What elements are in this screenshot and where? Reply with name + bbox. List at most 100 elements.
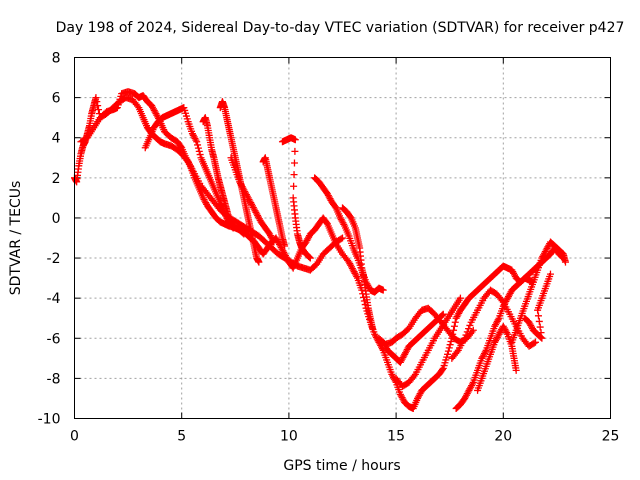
- data-point: [337, 235, 345, 243]
- data-series: [379, 310, 447, 366]
- data-point: [534, 312, 542, 320]
- y-tick-label: -4: [47, 291, 61, 307]
- data-series: [278, 134, 314, 262]
- data-point: [240, 230, 248, 238]
- data-point: [538, 334, 546, 342]
- data-point: [498, 297, 506, 305]
- data-point: [461, 334, 469, 342]
- data-point: [466, 321, 474, 329]
- data-series: [311, 174, 387, 296]
- data-point: [503, 329, 511, 337]
- data-point: [537, 329, 545, 337]
- data-series: [474, 322, 520, 394]
- data-series: [452, 274, 537, 412]
- data-point: [453, 348, 461, 356]
- x-tick-label: 10: [280, 429, 298, 445]
- data-point: [193, 138, 201, 146]
- data-point: [530, 339, 538, 347]
- y-tick-label: 2: [52, 171, 61, 187]
- data-point: [450, 322, 458, 330]
- y-tick-label: -8: [47, 371, 61, 387]
- data-point: [196, 151, 204, 159]
- data-point: [531, 338, 539, 346]
- data-point: [379, 286, 387, 294]
- data-point: [290, 171, 298, 179]
- data-point: [229, 224, 237, 232]
- data-point: [494, 316, 502, 324]
- data-point: [445, 344, 453, 352]
- data-point: [281, 242, 289, 250]
- data-point: [194, 144, 202, 152]
- y-tick-label: 4: [52, 131, 61, 147]
- data-series: [508, 238, 569, 346]
- data-point: [306, 254, 314, 262]
- y-tick-label: 6: [52, 91, 61, 107]
- data-series: [71, 88, 567, 412]
- data-series: [339, 204, 377, 332]
- data-point: [462, 331, 470, 339]
- data-point: [192, 136, 200, 144]
- data-point: [561, 258, 569, 266]
- x-tick-label: 15: [387, 429, 405, 445]
- data-point: [94, 102, 102, 110]
- data-point: [95, 106, 103, 114]
- data-point: [468, 380, 476, 388]
- y-tick-label: 8: [52, 51, 61, 67]
- data-series: [448, 286, 539, 362]
- data-point: [463, 328, 471, 336]
- x-tick-label: 20: [494, 429, 512, 445]
- data-point: [438, 311, 446, 319]
- data-point: [444, 350, 452, 358]
- data-point: [353, 273, 361, 281]
- chart-title: Day 198 of 2024, Sidereal Day-to-day VTE…: [56, 20, 625, 36]
- y-tick-label: -6: [47, 331, 61, 347]
- data-series: [259, 154, 289, 250]
- y-tick-label: -10: [38, 412, 61, 428]
- data-point: [481, 348, 489, 356]
- data-point: [451, 318, 459, 326]
- x-tick-label: 5: [177, 429, 186, 445]
- data-point: [446, 341, 454, 349]
- data-point: [194, 141, 202, 149]
- data-point: [269, 236, 277, 244]
- y-tick-label: 0: [52, 211, 61, 227]
- data-point: [134, 102, 142, 110]
- data-point: [92, 94, 100, 102]
- data-point: [410, 372, 418, 380]
- data-point: [456, 294, 464, 302]
- data-point: [291, 147, 299, 155]
- data-series: [392, 294, 464, 390]
- data-point: [183, 156, 191, 164]
- data-series: [227, 154, 278, 246]
- y-tick-label: -2: [47, 251, 61, 267]
- data-point: [239, 229, 247, 237]
- data-point: [465, 325, 473, 333]
- x-tick-label: 0: [70, 429, 79, 445]
- data-point: [290, 182, 298, 190]
- x-tick-label: 25: [602, 429, 620, 445]
- data-point: [93, 98, 101, 106]
- data-point: [469, 326, 477, 334]
- data-point: [444, 347, 452, 355]
- data-point: [270, 238, 278, 246]
- data-point: [255, 258, 263, 266]
- data-point: [369, 324, 377, 332]
- data-point: [535, 317, 543, 325]
- data-point: [536, 323, 544, 331]
- x-axis-label: GPS time / hours: [283, 458, 400, 474]
- data-point: [439, 310, 447, 318]
- data-points: [71, 88, 569, 412]
- data-point: [450, 326, 458, 334]
- y-axis-label: SDTVAR / TECUs: [8, 181, 24, 296]
- data-point: [546, 270, 554, 278]
- data-point: [195, 147, 203, 155]
- data-point: [447, 337, 455, 345]
- data-point: [305, 253, 313, 261]
- data-point: [340, 220, 348, 228]
- data-point: [438, 366, 446, 374]
- data-point: [290, 159, 298, 167]
- data-series: [199, 114, 237, 232]
- data-series: [521, 270, 554, 342]
- data-point: [512, 366, 520, 374]
